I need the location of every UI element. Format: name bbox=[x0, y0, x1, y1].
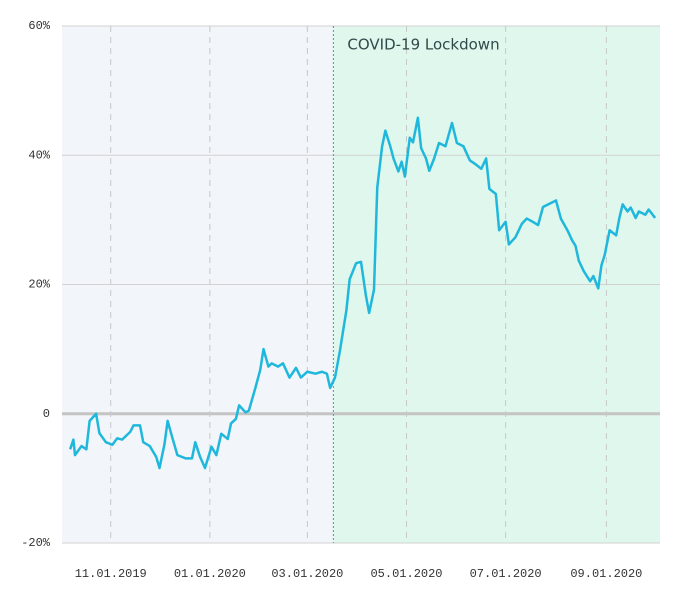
x-tick-label: 11.01.2019 bbox=[75, 567, 147, 581]
y-tick-label: 40% bbox=[28, 148, 50, 162]
x-tick-label: 09.01.2020 bbox=[570, 567, 642, 581]
y-tick-label: -20% bbox=[21, 536, 51, 550]
y-tick-label: 60% bbox=[28, 19, 50, 33]
annotation: COVID-19 Lockdown bbox=[347, 36, 499, 54]
y-tick-label: 20% bbox=[28, 278, 50, 292]
x-tick-label: 05.01.2020 bbox=[370, 567, 442, 581]
line bbox=[68, 116, 657, 470]
x-tick-label: 03.01.2020 bbox=[271, 567, 343, 581]
y-tick-label: 0 bbox=[43, 407, 50, 421]
x-tick-label: 01.01.2020 bbox=[174, 567, 246, 581]
x-tick-label: 07.01.2020 bbox=[470, 567, 542, 581]
